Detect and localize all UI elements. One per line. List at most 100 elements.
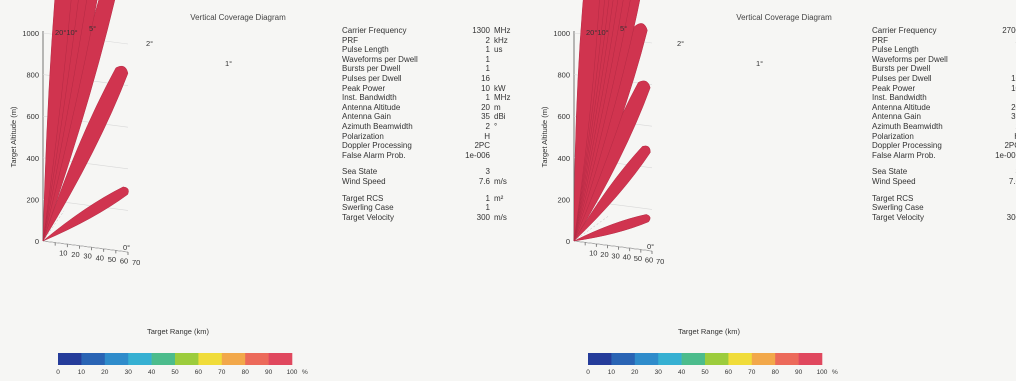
parameter-value: 2 xyxy=(486,36,490,46)
parameter-label: Sea State xyxy=(342,167,377,177)
parameter-row: False Alarm Prob.1e-006 xyxy=(872,151,1016,161)
parameter-value: 7.6 xyxy=(479,177,490,187)
x-axis-label: Target Range (km) xyxy=(678,327,741,336)
parameter-label: Azimuth Beamwidth xyxy=(342,122,413,132)
parameter-label: Wind Speed xyxy=(342,177,386,187)
elevation-label: 5° xyxy=(620,24,627,33)
colorbar-tick-label: 100 xyxy=(817,369,828,376)
parameter-value: 10 xyxy=(481,84,490,94)
range-tick-label: 40 xyxy=(623,253,631,262)
colorbar-segment xyxy=(728,353,752,365)
y-axis-label: Target Altitude (m) xyxy=(9,106,18,167)
chart-title: Vertical Coverage Diagram xyxy=(190,13,286,22)
parameter-unit: us xyxy=(494,45,502,55)
parameter-label: PRF xyxy=(342,36,358,46)
colorbar-segment xyxy=(152,353,176,365)
y-tick-label: 400 xyxy=(557,154,570,163)
colorbar-tick-label: 60 xyxy=(195,369,203,376)
parameter-label: Inst. Bandwidth xyxy=(872,93,927,103)
parameter-label: False Alarm Prob. xyxy=(872,151,936,161)
colorbar-segment xyxy=(635,353,659,365)
parameter-value: H xyxy=(484,132,490,142)
colorbar-segment xyxy=(611,353,635,365)
y-tick-label: 600 xyxy=(26,112,39,121)
elevation-label: 5° xyxy=(89,24,96,33)
parameter-label: PRF xyxy=(872,36,888,46)
chart-title: Vertical Coverage Diagram xyxy=(736,13,832,22)
parameter-label: Waveforms per Dwell xyxy=(872,55,948,65)
parameter-value: 1 xyxy=(486,64,490,74)
parameter-value: 300 xyxy=(477,213,490,223)
parameter-value: 1300 xyxy=(472,26,490,36)
parameter-label: Carrier Frequency xyxy=(872,26,936,36)
parameter-unit: m/s xyxy=(494,213,507,223)
y-tick-label: 800 xyxy=(26,71,39,80)
colorbar-tick-label: 20 xyxy=(631,369,639,376)
parameter-value: 16 xyxy=(481,74,490,84)
parameter-label: Swerling Case xyxy=(872,203,924,213)
colorbar-segment xyxy=(752,353,776,365)
y-tick-label: 800 xyxy=(557,71,570,80)
colorbar-segment xyxy=(81,353,105,365)
parameter-label: Peak Power xyxy=(872,84,915,94)
parameter-value: 1e-006 xyxy=(465,151,490,161)
colorbar-segment xyxy=(658,353,682,365)
parameter-value: 300 xyxy=(1007,213,1016,223)
parameter-label: Inst. Bandwidth xyxy=(342,93,397,103)
parameter-label: False Alarm Prob. xyxy=(342,151,406,161)
parameter-value: 1 xyxy=(486,45,490,55)
parameter-label: Doppler Processing xyxy=(872,141,942,151)
y-tick-label: 200 xyxy=(26,195,39,204)
elevation-label: 0° xyxy=(123,243,130,252)
colorbar-tick-label: 50 xyxy=(171,369,179,376)
colorbar-tick-label: 70 xyxy=(748,369,756,376)
elevation-label: 1° xyxy=(756,59,763,68)
parameter-label: Polarization xyxy=(872,132,914,142)
chart-group: Vertical Coverage Diagram020040060080010… xyxy=(9,0,308,376)
colorbar-segment xyxy=(799,353,823,365)
range-tick-label: 60 xyxy=(120,256,128,265)
elevation-label: 2° xyxy=(146,39,153,48)
parameter-label: Target Velocity xyxy=(872,213,924,223)
colorbar-tick-label: 90 xyxy=(265,369,273,376)
parameter-label: Peak Power xyxy=(342,84,385,94)
parameter-unit: m xyxy=(494,103,501,113)
y-tick-label: 400 xyxy=(26,154,39,163)
parameter-value: 1 xyxy=(486,203,490,213)
parameter-value: 2700 xyxy=(1002,26,1016,36)
range-tick-label: 40 xyxy=(96,253,104,262)
colorbar-segment xyxy=(198,353,222,365)
parameter-label: Bursts per Dwell xyxy=(872,64,930,74)
y-tick-label: 0 xyxy=(566,237,570,246)
elevation-label: 1° xyxy=(225,59,232,68)
range-tick-label: 20 xyxy=(71,250,79,259)
parameter-label: Pulses per Dwell xyxy=(342,74,402,84)
parameter-row: Pulses per Dwell 16 xyxy=(342,74,522,84)
y-axis-label: Target Altitude (m) xyxy=(540,106,549,167)
parameter-unit: m² xyxy=(494,194,503,204)
colorbar-tick-label: 10 xyxy=(608,369,616,376)
parameter-row: PRF 2 kHz xyxy=(342,36,522,46)
parameter-label: Antenna Altitude xyxy=(342,103,400,113)
parameter-value: 7.6 xyxy=(1009,177,1016,187)
colorbar-segment xyxy=(269,353,293,365)
parameter-unit: kHz xyxy=(494,36,508,46)
colorbar-segment xyxy=(705,353,729,365)
colorbar-tick-label: 20 xyxy=(101,369,109,376)
parameter-row: False Alarm Prob. 1e-006 xyxy=(342,151,522,161)
range-tick-label: 60 xyxy=(645,256,653,265)
colorbar-tick-label: 0 xyxy=(56,369,60,376)
parameter-value: 20 xyxy=(1011,103,1016,113)
